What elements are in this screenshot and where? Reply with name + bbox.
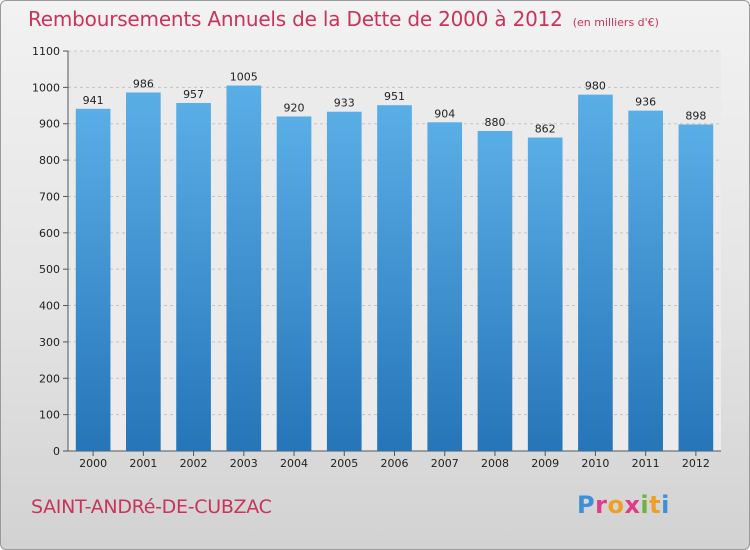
bar bbox=[427, 122, 463, 451]
bar-value-label: 920 bbox=[284, 101, 305, 114]
y-tick-label: 200 bbox=[39, 372, 60, 385]
bar-value-label: 880 bbox=[484, 116, 505, 129]
chart-subtitle: (en milliers d'€) bbox=[572, 16, 659, 29]
y-tick-label: 800 bbox=[39, 154, 60, 167]
bar bbox=[276, 116, 312, 452]
bar bbox=[628, 110, 663, 452]
bar-value-label: 862 bbox=[535, 123, 556, 136]
bar-value-label: 951 bbox=[384, 90, 405, 103]
bar bbox=[477, 131, 513, 451]
y-tick-label: 1100 bbox=[32, 45, 60, 58]
x-tick-label: 2009 bbox=[531, 457, 559, 470]
chart-title: Remboursements Annuels de la Dette de 20… bbox=[28, 7, 659, 31]
x-tick-label: 2000 bbox=[79, 457, 107, 470]
logo-letter: t bbox=[649, 491, 662, 519]
y-tick-label: 1000 bbox=[32, 81, 60, 94]
x-tick-label: 2002 bbox=[180, 457, 208, 470]
bar-value-label: 898 bbox=[685, 109, 706, 122]
x-tick-label: 2010 bbox=[581, 457, 609, 470]
y-tick-label: 100 bbox=[39, 409, 60, 422]
y-tick-label: 500 bbox=[39, 263, 60, 276]
x-tick-label: 2001 bbox=[129, 457, 157, 470]
y-tick-label: 900 bbox=[39, 118, 60, 131]
y-tick-label: 0 bbox=[53, 445, 60, 458]
proxiti-logo: Proxiti bbox=[577, 491, 670, 519]
x-tick-label: 2007 bbox=[431, 457, 459, 470]
x-tick-label: 2006 bbox=[381, 457, 409, 470]
y-tick-label: 300 bbox=[39, 336, 60, 349]
x-tick-label: 2011 bbox=[632, 457, 660, 470]
bar bbox=[377, 105, 412, 451]
bar-value-label: 1005 bbox=[230, 71, 258, 84]
x-tick-label: 2008 bbox=[481, 457, 509, 470]
bar bbox=[176, 103, 211, 451]
logo-letter: i bbox=[661, 491, 670, 519]
bar bbox=[126, 92, 161, 452]
logo-letter: o bbox=[607, 491, 625, 519]
bar bbox=[226, 85, 262, 451]
bar bbox=[678, 124, 714, 452]
bar bbox=[75, 108, 111, 452]
x-tick-label: 2004 bbox=[280, 457, 308, 470]
y-tick-label: 600 bbox=[39, 227, 60, 240]
bar bbox=[326, 111, 362, 452]
x-tick-label: 2003 bbox=[230, 457, 258, 470]
x-tick-label: 2005 bbox=[330, 457, 358, 470]
logo-letter: x bbox=[624, 491, 641, 519]
bar-value-label: 957 bbox=[183, 88, 204, 101]
bar-value-label: 936 bbox=[635, 96, 656, 109]
bar-value-label: 986 bbox=[133, 77, 154, 90]
bar-value-label: 904 bbox=[434, 107, 455, 120]
chart-title-text: Remboursements Annuels de la Dette de 20… bbox=[28, 7, 563, 31]
city-name: SAINT-ANDRé-DE-CUBZAC bbox=[31, 496, 272, 518]
y-tick-label: 700 bbox=[39, 190, 60, 203]
x-tick-label: 2012 bbox=[682, 457, 710, 470]
y-tick-label: 400 bbox=[39, 300, 60, 313]
bar-value-label: 941 bbox=[83, 94, 104, 107]
logo-letter: r bbox=[595, 491, 608, 519]
bar-value-label: 980 bbox=[585, 80, 606, 93]
logo-letter: i bbox=[640, 491, 650, 519]
bar bbox=[527, 137, 563, 451]
bar-value-label: 933 bbox=[334, 97, 355, 110]
bar bbox=[578, 94, 613, 452]
logo-letter: P bbox=[577, 491, 596, 519]
